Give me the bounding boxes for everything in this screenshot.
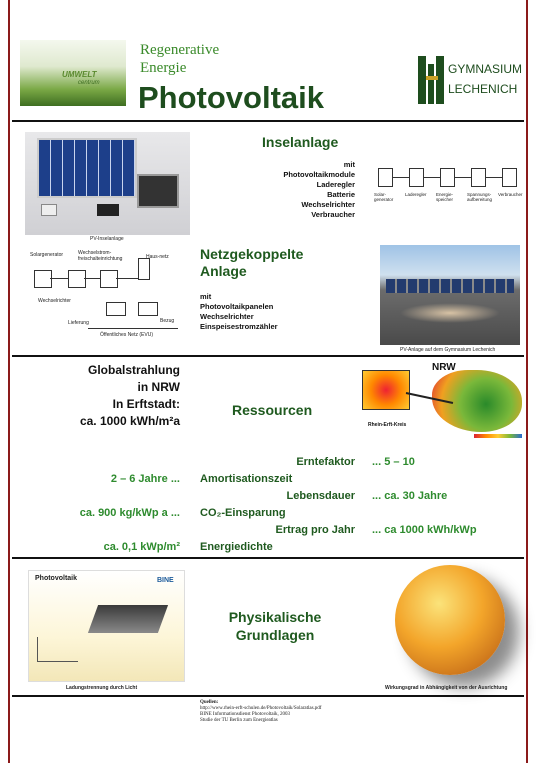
diagram-arrow [393, 177, 409, 178]
list-item: Photovoltaikmodule [283, 170, 355, 180]
image: Photovoltaik BINE [28, 570, 185, 682]
title-line: Grundlagen [200, 626, 350, 644]
diagram-arrow [486, 177, 502, 178]
sources: Quellen: http://www.rhein-erft-schulen.d… [200, 700, 321, 724]
title-line: Physikalische [200, 608, 350, 626]
photo [25, 132, 190, 235]
diagram-label: Solargenerator [30, 252, 63, 258]
image-title: Photovoltaik [35, 575, 77, 582]
diagram-label: Spannungs-aufbereitung [467, 192, 497, 202]
logo-text: LECHENICH [448, 82, 517, 96]
diagram-label: Lieferung [68, 320, 89, 326]
image-logo: BINE [157, 577, 174, 584]
list-item: In Erftstadt: [80, 396, 180, 413]
frame [8, 0, 10, 763]
fact-right: ... ca 1000 kWh/kWp [372, 524, 477, 536]
subtitle: Energie [140, 60, 186, 77]
divider [12, 355, 524, 357]
logo-umwelt: UMWELT centrum [20, 40, 126, 106]
diagram-label: Bezug [160, 318, 174, 324]
caption: PV-Inselanlage [90, 236, 124, 242]
list-item: in NRW [80, 379, 180, 396]
map-caption: Rhein-Erft-Kreis [368, 422, 406, 428]
list-item: Batterie [283, 190, 355, 200]
diagram-box [471, 168, 486, 187]
divider [12, 695, 524, 697]
source-line: Studie der TU Berlin zum Energieatlas [200, 718, 321, 724]
fact-label: Erntefaktor [296, 456, 355, 468]
list-item: ca. 1000 kWh/m²a [80, 413, 180, 430]
title-line: Anlage [200, 263, 303, 280]
diagram-label: Solar-generator [374, 192, 404, 202]
list-item: Laderegler [283, 180, 355, 190]
logo-text: GYMNASIUM [448, 62, 522, 76]
logo-text: UMWELT [62, 70, 97, 79]
diagram-box [409, 168, 424, 187]
diagram-label: Wechselstrom-freischalteinrichtung [78, 250, 142, 262]
photo [380, 245, 520, 345]
title: Photovoltaik [138, 80, 324, 116]
diagram-label: Wechselrichter [38, 298, 71, 304]
section-title: Inselanlage [262, 134, 338, 150]
fact-label: Energiedichte [200, 541, 273, 553]
fact-label: Ertrag pro Jahr [276, 524, 355, 536]
map: NRW Rhein-Erft-Kreis [362, 362, 526, 442]
fact-right: ... 5 – 10 [372, 456, 415, 468]
diagram-box [378, 168, 393, 187]
logo-text: centrum [78, 80, 100, 86]
logo-gymnasium: GYMNASIUM LECHENICH [418, 56, 528, 106]
caption: PV-Anlage auf dem Gymnasium Lechenich [400, 347, 495, 353]
fact-label: Amortisationszeit [200, 473, 292, 485]
list-item: Wechselrichter [283, 200, 355, 210]
divider [12, 557, 524, 559]
section-title: Netzgekoppelte Anlage [200, 246, 303, 280]
list-item: Wechselrichter [200, 312, 278, 322]
diagram-label: Verbraucher [498, 192, 528, 197]
section-title: Physikalische Grundlagen [200, 608, 350, 644]
diagram-label: Laderegler [405, 192, 435, 197]
list-item: mit [283, 160, 355, 170]
list-item: Einspeisestromzähler [200, 322, 278, 332]
fact-left: ca. 0,1 kWp/m² [104, 541, 180, 553]
map-title: NRW [432, 362, 456, 373]
frame [526, 0, 528, 763]
list-item: mit [200, 292, 278, 302]
diagram-label: Haus-netz [146, 254, 169, 260]
title-line: Netzgekoppelte [200, 246, 303, 263]
fact-right: ... ca. 30 Jahre [372, 490, 447, 502]
diagram-box [440, 168, 455, 187]
fact-left: 2 – 6 Jahre ... [111, 473, 180, 485]
diagram: Solargenerator Wechselstrom-freischaltein… [28, 246, 193, 346]
list-item: Globalstrahlung [80, 362, 180, 379]
diagram-arrow [424, 177, 440, 178]
list-item: Verbraucher [283, 210, 355, 220]
fact-left: ca. 900 kg/kWp a ... [80, 507, 180, 519]
subtitle: Regenerative [140, 42, 219, 59]
fact-label: Lebensdauer [287, 490, 355, 502]
globe [395, 565, 505, 675]
caption: Wirkungsgrad in Abhängigkeit von der Aus… [385, 685, 507, 691]
caption: Ladungstrennung durch Licht [66, 685, 137, 691]
diagram-box [502, 168, 517, 187]
fact-label: CO₂-Einsparung [200, 507, 286, 519]
diagram-label: Energie-speicher [436, 192, 466, 202]
section-title: Ressourcen [232, 402, 312, 418]
poster: UMWELT centrum Regenerative Energie Phot… [0, 0, 536, 763]
list-item: Photovoltaikpanelen [200, 302, 278, 312]
diagram-arrow [455, 177, 471, 178]
diagram-label: Öffentliches Netz (EVU) [100, 332, 153, 338]
divider [12, 120, 524, 122]
